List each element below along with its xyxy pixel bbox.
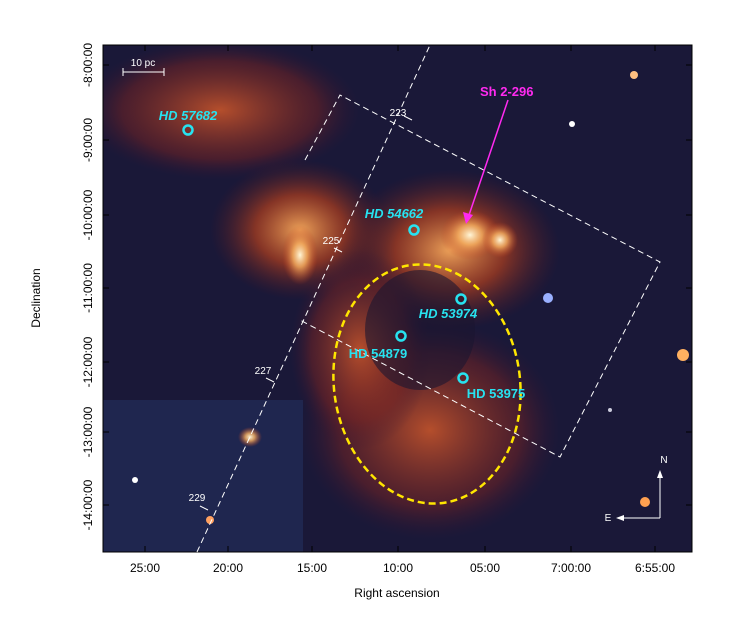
region-label: Sh 2-296: [480, 84, 533, 99]
longitude-tick: [333, 247, 343, 253]
star-marker: [457, 372, 469, 384]
compass-north-head: [657, 470, 663, 478]
x-tick-label: 7:00:00: [551, 561, 591, 575]
y-axis-label: Declination: [29, 268, 43, 327]
bubble-ellipse: [332, 263, 522, 505]
region-arrow: [467, 99, 509, 219]
star-label: HD 54662: [365, 206, 424, 221]
y-tick-label: -11:00:00: [81, 263, 95, 313]
overlay-lines: [196, 44, 661, 553]
x-tick-label: 10:00: [383, 561, 413, 575]
star-label: HD 53975: [467, 386, 526, 401]
longitude-tick: [403, 115, 413, 121]
star-label: HD 54879: [349, 346, 408, 361]
longitude-label: 229: [189, 493, 206, 504]
longitude-tick: [199, 505, 209, 511]
y-tick-label: -10:00:00: [81, 189, 95, 240]
longitude-label: 223: [390, 108, 407, 119]
compass-e: E: [605, 513, 612, 524]
region-arrow-head: [463, 212, 473, 224]
y-tick-label: -8:00:00: [81, 43, 95, 87]
y-tick-label: -14:00:00: [81, 479, 95, 530]
star-marker: [395, 330, 407, 342]
y-tick-label: -9:00:00: [81, 118, 95, 162]
longitude-tick: [265, 377, 275, 383]
x-tick-label: 6:55:00: [635, 561, 675, 575]
star-label: HD 57682: [159, 108, 218, 123]
compass-east-head: [616, 515, 624, 521]
compass-n: N: [660, 455, 667, 466]
star-marker: [455, 293, 467, 305]
x-axis-label: Right ascension: [354, 586, 439, 600]
star-marker: [182, 124, 194, 136]
x-tick-label: 20:00: [213, 561, 243, 575]
star-marker: [408, 224, 420, 236]
longitude-label: 227: [255, 366, 272, 377]
x-tick-label: 05:00: [470, 561, 500, 575]
longitude-label: 225: [323, 236, 340, 247]
scale-bar-label: 10 pc: [131, 58, 155, 69]
star-label: HD 53974: [419, 306, 478, 321]
x-tick-label: 25:00: [130, 561, 160, 575]
y-tick-label: -13:00:00: [81, 406, 95, 457]
y-tick-label: -12:00:00: [81, 336, 95, 387]
sky-image: [103, 45, 692, 552]
x-tick-label: 15:00: [297, 561, 327, 575]
